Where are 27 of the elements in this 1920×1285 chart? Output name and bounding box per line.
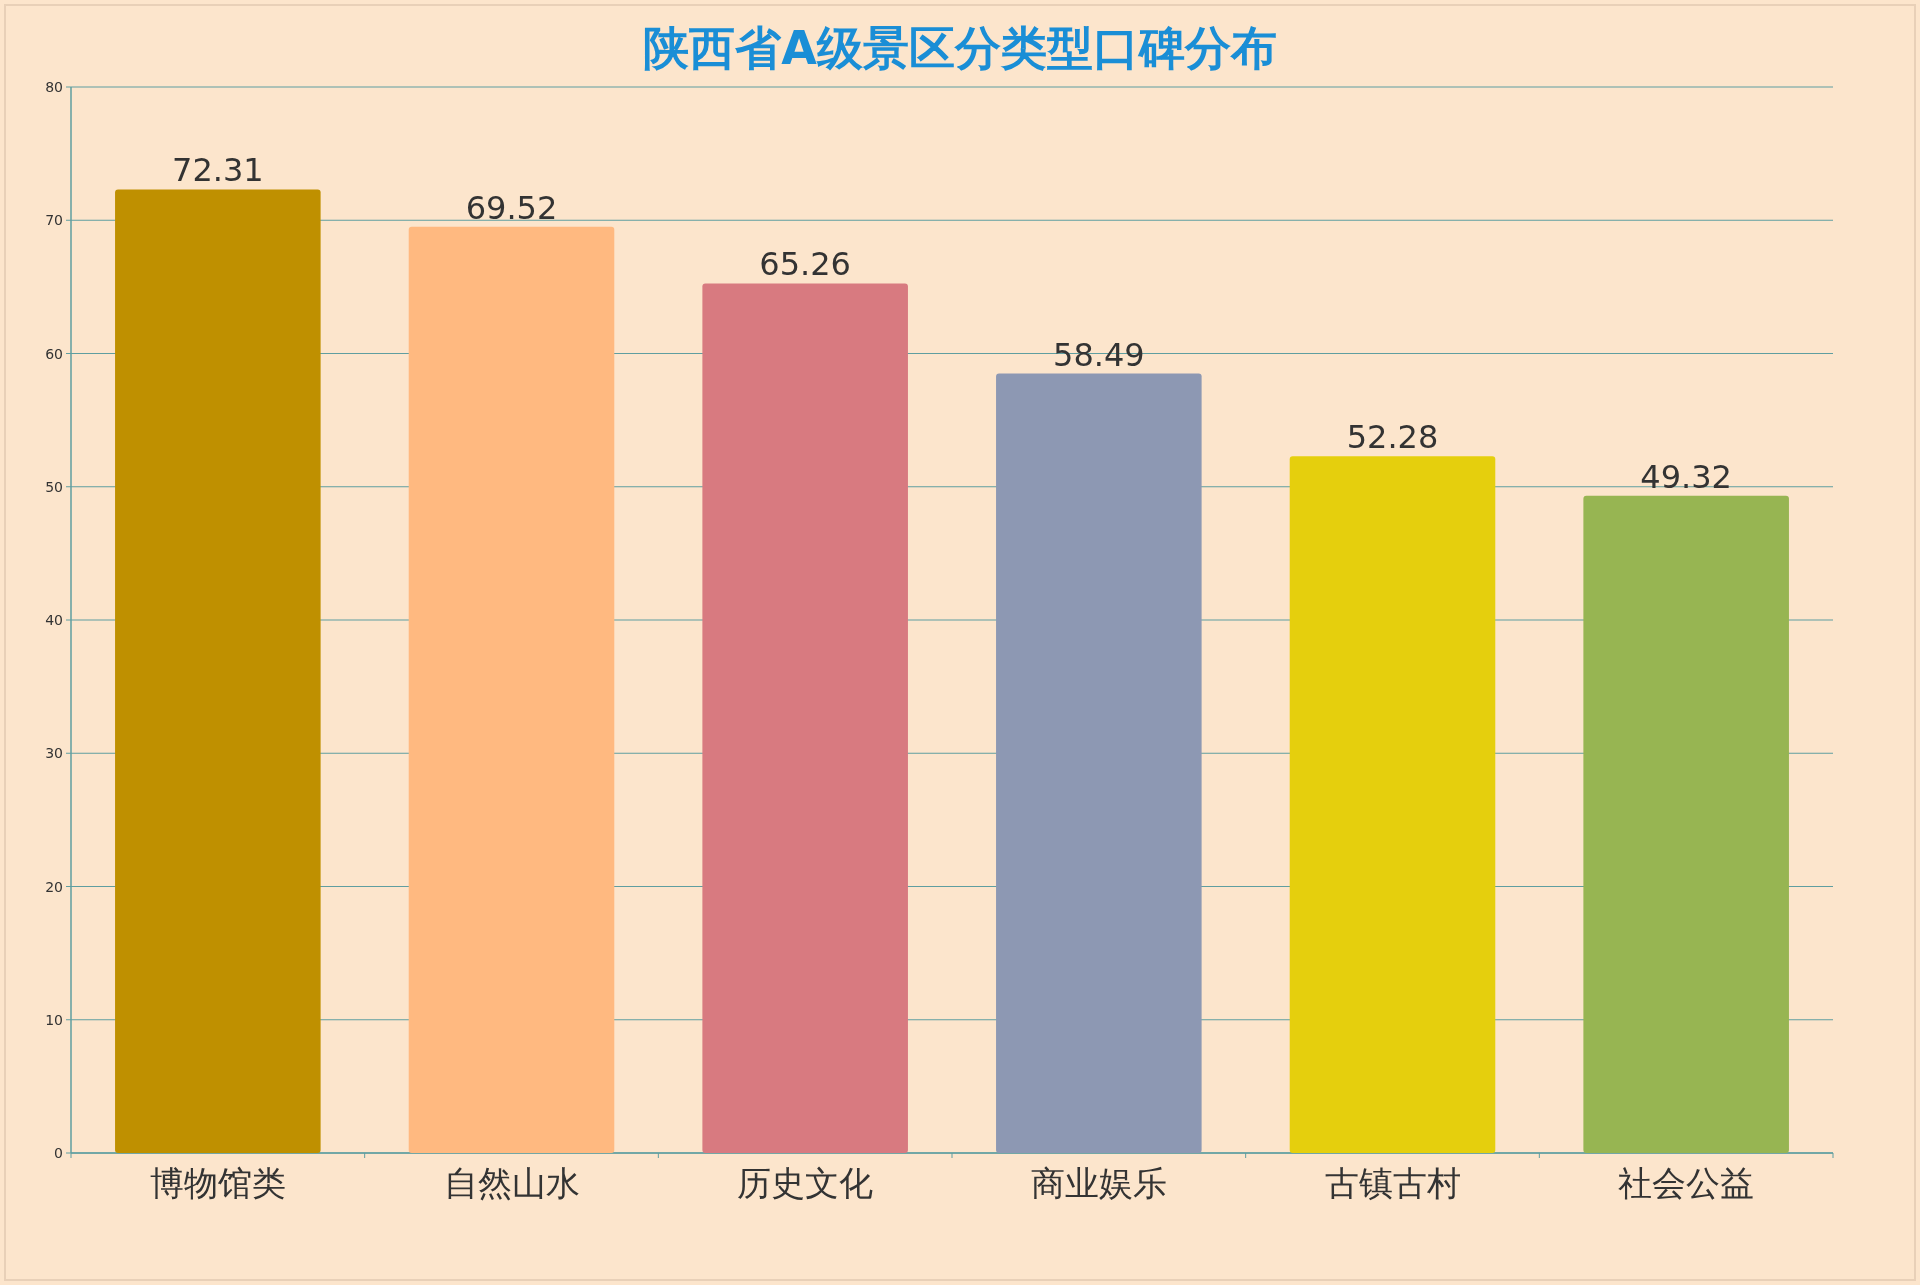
y-tick-label: 50	[45, 478, 63, 495]
x-tick-label: 博物馆类	[149, 1163, 286, 1203]
y-tick-label: 20	[45, 878, 63, 895]
y-tick-label: 40	[45, 612, 63, 628]
x-tick-label: 社会公益	[1618, 1163, 1755, 1203]
bar	[115, 189, 321, 1153]
data-label: 69.52	[465, 188, 558, 227]
bar	[408, 226, 615, 1153]
x-tick-label: 商业娱乐	[1030, 1163, 1167, 1203]
y-tick-label: 80	[45, 79, 63, 95]
y-tick-label: 70	[45, 212, 63, 229]
data-label: 65.26	[759, 245, 851, 284]
data-label: 49.32	[1640, 457, 1732, 496]
x-tick-label: 自然山水	[443, 1163, 580, 1203]
y-tick-label: 60	[45, 345, 63, 362]
y-tick-label: 10	[45, 1011, 63, 1028]
y-tick-label: 0	[54, 1145, 63, 1161]
chart-title: 陕西省A级景区分类型口碑分布	[643, 21, 1277, 75]
data-label: 72.31	[172, 151, 264, 190]
y-tick-label: 30	[45, 745, 63, 762]
x-tick-label: 历史文化	[737, 1163, 874, 1203]
bar	[1289, 456, 1496, 1153]
bar	[996, 373, 1202, 1153]
bar	[702, 283, 908, 1153]
bar	[1583, 495, 1789, 1153]
data-label: 52.28	[1346, 418, 1439, 457]
x-tick-label: 古镇古村	[1324, 1163, 1461, 1203]
